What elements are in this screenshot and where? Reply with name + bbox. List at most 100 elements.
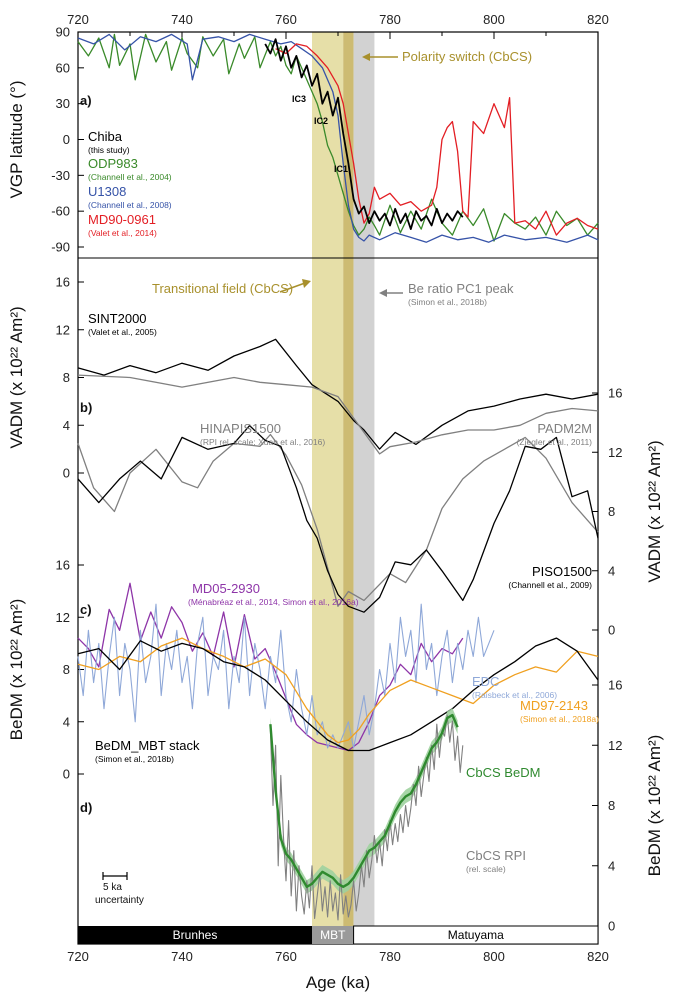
series-name-label: MD90-0961 <box>88 212 156 227</box>
series-citation-label: (Raisbeck et al., 2006) <box>472 690 557 700</box>
series-name-label: EDC <box>472 674 499 689</box>
x-tick-label-bottom: 740 <box>171 949 193 964</box>
y-tick-label-b2: 8 <box>608 504 615 519</box>
series-line-edc <box>77 603 495 749</box>
panel-label-b: b) <box>80 400 92 415</box>
scale-bar-label: 5 ka <box>103 882 122 893</box>
y-axis-label-c: BeDM (x 10²² Am²) <box>7 599 26 741</box>
y-tick-label-d: 0 <box>608 919 615 934</box>
series-name-label: PISO1500 <box>532 564 592 579</box>
series-line-md97-2143 <box>77 637 599 744</box>
y-tick-label-b2: 12 <box>608 445 622 460</box>
series-line-bedm-mbt-stack <box>77 637 599 752</box>
series-line-u1308 <box>77 33 599 243</box>
chron-brunhes-label: Brunhes <box>173 928 218 942</box>
chron-brunhes <box>78 926 312 944</box>
polarity-switch-label: Polarity switch (CbCS) <box>402 49 532 64</box>
ic2-label: IC2 <box>314 116 328 126</box>
y-tick-label-c: 16 <box>56 558 70 573</box>
y-tick-label-a: 30 <box>56 96 70 111</box>
y-tick-label-b2: 16 <box>608 386 622 401</box>
data-series <box>77 33 599 921</box>
be-ratio-arrowhead <box>379 289 387 297</box>
panel-label-c: c) <box>80 602 92 617</box>
series-citation-label: (this study) <box>88 145 130 155</box>
series-citation-label: (Valet et al., 2014) <box>88 228 157 238</box>
y-tick-label-c: 12 <box>56 610 70 625</box>
y-tick-label-d: 4 <box>608 858 615 873</box>
x-tick-label-top: 820 <box>587 12 609 27</box>
series-name-label: PADM2M <box>537 421 592 436</box>
x-tick-label-bottom: 780 <box>379 949 401 964</box>
polarity-switch-band <box>343 32 354 926</box>
y-axis-label-b2: VADM (x 10²² Am²) <box>645 440 664 582</box>
x-tick-label-top: 800 <box>483 12 505 27</box>
series-line-hinapis1500 <box>77 433 599 607</box>
x-tick-label-top: 760 <box>275 12 297 27</box>
series-citation-label: (Simon et al., 2018b) <box>95 754 174 764</box>
y-tick-label-d: 16 <box>608 678 622 693</box>
chron-mbt <box>312 926 354 944</box>
x-tick-label-bottom: 800 <box>483 949 505 964</box>
y-axis-label-b: VADM (x 10²² Am²) <box>7 306 26 448</box>
be-peak-band <box>353 32 375 926</box>
panel-label-d: d) <box>80 800 92 815</box>
transitional-field-label: Transitional field (CbCS) <box>152 281 293 296</box>
series-citation-label: (Channell et al., 2004) <box>88 172 172 182</box>
series-citation-label: (Ménabréaz et al., 2014, Simon et al., 2… <box>188 597 359 607</box>
polarity-switch-arrowhead <box>362 53 370 61</box>
series-name-label: ODP983 <box>88 156 138 171</box>
y-tick-label-d: 12 <box>608 738 622 753</box>
series-name-label: MD97-2143 <box>520 698 588 713</box>
series-name-label: SINT2000 <box>88 311 147 326</box>
y-tick-label-a: 60 <box>56 60 70 75</box>
series-line-odp983 <box>77 33 599 242</box>
be-ratio-citation: (Simon et al., 2018b) <box>408 297 487 307</box>
series-citation-label: (Simon et al., 2018a) <box>520 714 599 724</box>
scale-bar-caption: uncertainty <box>95 895 144 906</box>
x-tick-label-bottom: 760 <box>275 949 297 964</box>
y-tick-label-b2: 0 <box>608 623 615 638</box>
y-tick-label-c: 0 <box>63 767 70 782</box>
series-citation-label: (Ziegler et al., 2011) <box>517 437 593 447</box>
series-name-label: CbCS BeDM <box>466 765 540 780</box>
chron-matuyama <box>353 925 599 945</box>
be-ratio-label: Be ratio PC1 peak <box>408 281 514 296</box>
ic1-label: IC1 <box>334 164 348 174</box>
panel-label-a: a) <box>80 93 92 108</box>
chron-mbt-label: MBT <box>320 928 346 942</box>
series-citation-label: (rel. scale) <box>466 864 506 874</box>
y-tick-label-b: 12 <box>56 322 70 337</box>
series-line-cbcs-rpi <box>269 714 464 921</box>
y-tick-label-b: 8 <box>63 370 70 385</box>
series-citation-label: (Channell et al., 2008) <box>88 200 172 210</box>
y-tick-label-a: 0 <box>63 132 70 147</box>
y-tick-label-d: 8 <box>608 798 615 813</box>
series-name-label: CbCS RPI <box>466 848 526 863</box>
y-tick-label-a: -30 <box>51 168 70 183</box>
y-tick-label-b: 16 <box>56 275 70 290</box>
chron-matuyama-label: Matuyama <box>448 928 504 942</box>
series-line-piso1500 <box>77 424 599 613</box>
labels: 7207207407407607607807808008008208209060… <box>7 12 664 964</box>
x-tick-label-top: 780 <box>379 12 401 27</box>
series-citation-label: (Channell et al., 2009) <box>508 580 592 590</box>
y-tick-label-a: -90 <box>51 240 70 255</box>
y-axis-label-d: BeDM (x 10²² Am²) <box>645 735 664 877</box>
series-citation-label: (Valet et al., 2005) <box>88 327 157 337</box>
series-name-label: HINAPIS1500 <box>200 421 281 436</box>
series-line-chiba <box>264 38 464 230</box>
ic3-label: IC3 <box>292 94 306 104</box>
series-name-label: U1308 <box>88 184 126 199</box>
x-axis-label: Age (ka) <box>306 973 370 992</box>
y-tick-label-b: 0 <box>63 466 70 481</box>
x-tick-label-bottom: 720 <box>67 949 89 964</box>
x-tick-label-top: 740 <box>171 12 193 27</box>
y-tick-label-b: 4 <box>63 418 70 433</box>
series-line-padm2m <box>77 374 599 455</box>
series-name-label: BeDM_MBT stack <box>95 738 200 753</box>
x-tick-label-top: 720 <box>67 12 89 27</box>
series-line-md90-0961 <box>275 43 599 236</box>
transitional-field-arrow <box>279 282 306 293</box>
